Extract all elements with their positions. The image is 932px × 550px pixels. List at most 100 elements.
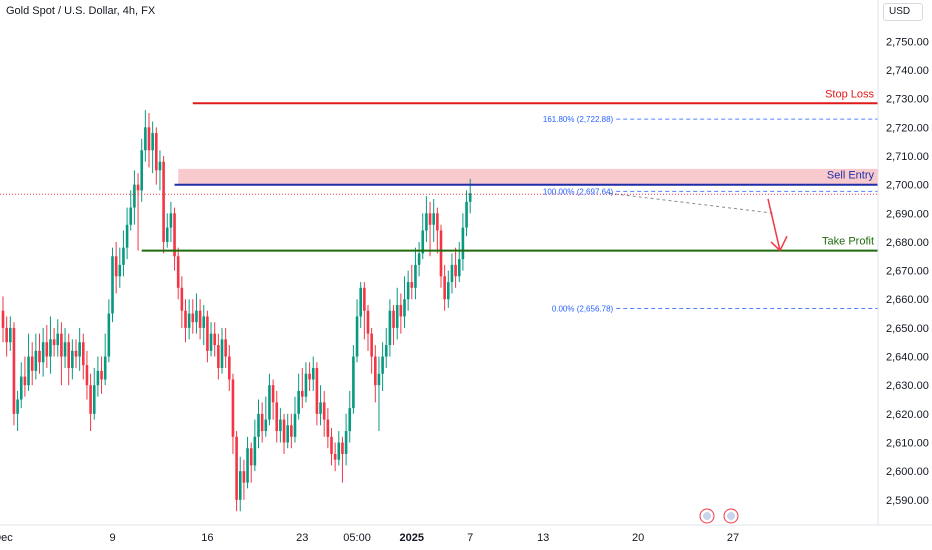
level-name-label: Take Profit [822, 236, 874, 248]
candle-body [187, 313, 191, 328]
candle-body [12, 327, 16, 414]
price-axis-background [878, 0, 932, 550]
x-tick-label: 16 [201, 532, 213, 544]
candle-body [180, 287, 184, 311]
candle-body [465, 201, 468, 228]
fib-label: 100.00% (2,697.64) [543, 187, 614, 196]
candle-body [191, 313, 195, 323]
candle-body [5, 327, 8, 343]
x-tick-label: 27 [727, 532, 739, 544]
candle-body [45, 342, 49, 357]
down-arrow-head [770, 235, 788, 252]
currency-button[interactable]: USD [883, 3, 923, 21]
x-tick-label: 23 [296, 532, 308, 544]
candle-body [96, 370, 100, 386]
candle-body [63, 342, 67, 357]
candle-body [16, 399, 19, 414]
candle-body [9, 327, 12, 343]
candle-body [268, 385, 271, 420]
x-tick-label: 2025 [400, 532, 424, 544]
candle-body [125, 224, 129, 248]
y-tick-label: 2,680.00 [886, 237, 929, 249]
y-tick-label: 2,720.00 [886, 122, 929, 134]
candle-body [71, 350, 74, 369]
y-tick-label: 2,640.00 [886, 352, 929, 364]
candle-body [425, 213, 428, 231]
candle-body [147, 127, 151, 151]
candle-body [100, 370, 103, 380]
candle-body [461, 227, 465, 260]
candle-body [140, 150, 143, 191]
candle-body [253, 436, 257, 466]
candle-body [67, 342, 70, 369]
candle-body [279, 419, 282, 432]
candle-body [304, 373, 308, 397]
fib-label: 161.80% (2,722.88) [543, 115, 614, 124]
candle-body [301, 390, 304, 397]
candle-body [136, 184, 140, 191]
candle-body [454, 264, 457, 277]
candle-body [271, 385, 275, 403]
candle-body [169, 213, 173, 228]
candle-body [370, 333, 373, 357]
candle-body [217, 345, 220, 369]
candle-body [1, 310, 5, 328]
candle-body [107, 313, 111, 357]
candle-body [246, 448, 249, 483]
x-tick-label: 05:00 [343, 532, 371, 544]
candle-body [319, 402, 322, 414]
candle-body [60, 333, 63, 357]
candle-body [78, 342, 81, 357]
y-tick-label: 2,620.00 [886, 409, 929, 421]
y-tick-label: 2,630.00 [886, 380, 929, 392]
candle-body [333, 453, 337, 460]
candle-body [144, 127, 147, 151]
candle-body [432, 213, 435, 225]
candle-body [155, 133, 158, 171]
candle-body [249, 448, 253, 466]
x-tick-label: 7 [467, 532, 473, 544]
candle-body [257, 413, 260, 437]
candle-body [417, 253, 421, 265]
x-tick-label: Dec [0, 532, 13, 544]
candle-body [388, 310, 392, 346]
candle-body [468, 193, 472, 202]
candle-body [311, 368, 315, 380]
candle-body [293, 413, 297, 437]
candle-body [92, 385, 96, 414]
candle-body [403, 299, 406, 317]
candle-body [122, 247, 125, 265]
candle-body [282, 419, 286, 443]
candle-body [436, 213, 439, 231]
candle-body [290, 425, 293, 437]
candle-body [450, 264, 454, 283]
y-tick-label: 2,740.00 [886, 65, 929, 77]
candle-body [377, 373, 381, 386]
candle-body [341, 442, 344, 454]
time-axis-background [0, 525, 932, 550]
candle-body [275, 402, 279, 432]
candle-body [428, 213, 432, 225]
candle-body [173, 213, 176, 257]
candle-body [220, 339, 224, 369]
candle-body [344, 431, 348, 454]
y-tick-label: 2,690.00 [886, 208, 929, 220]
candle-body [82, 342, 85, 366]
candle-body [27, 356, 30, 386]
candle-body [195, 310, 198, 323]
y-tick-label: 2,670.00 [886, 266, 929, 278]
y-tick-label: 2,710.00 [886, 151, 929, 163]
candle-body [352, 356, 355, 409]
candle-body [162, 161, 165, 242]
candle-body [184, 310, 187, 328]
x-tick-label: 9 [109, 532, 115, 544]
candle-body [118, 264, 122, 277]
candle-body [395, 304, 399, 328]
candle-body [439, 230, 443, 277]
candle-body [111, 256, 114, 314]
candle-body [209, 333, 213, 351]
fib-trend-line [608, 192, 775, 214]
candle-body [19, 376, 23, 400]
y-tick-label: 2,660.00 [886, 294, 929, 306]
